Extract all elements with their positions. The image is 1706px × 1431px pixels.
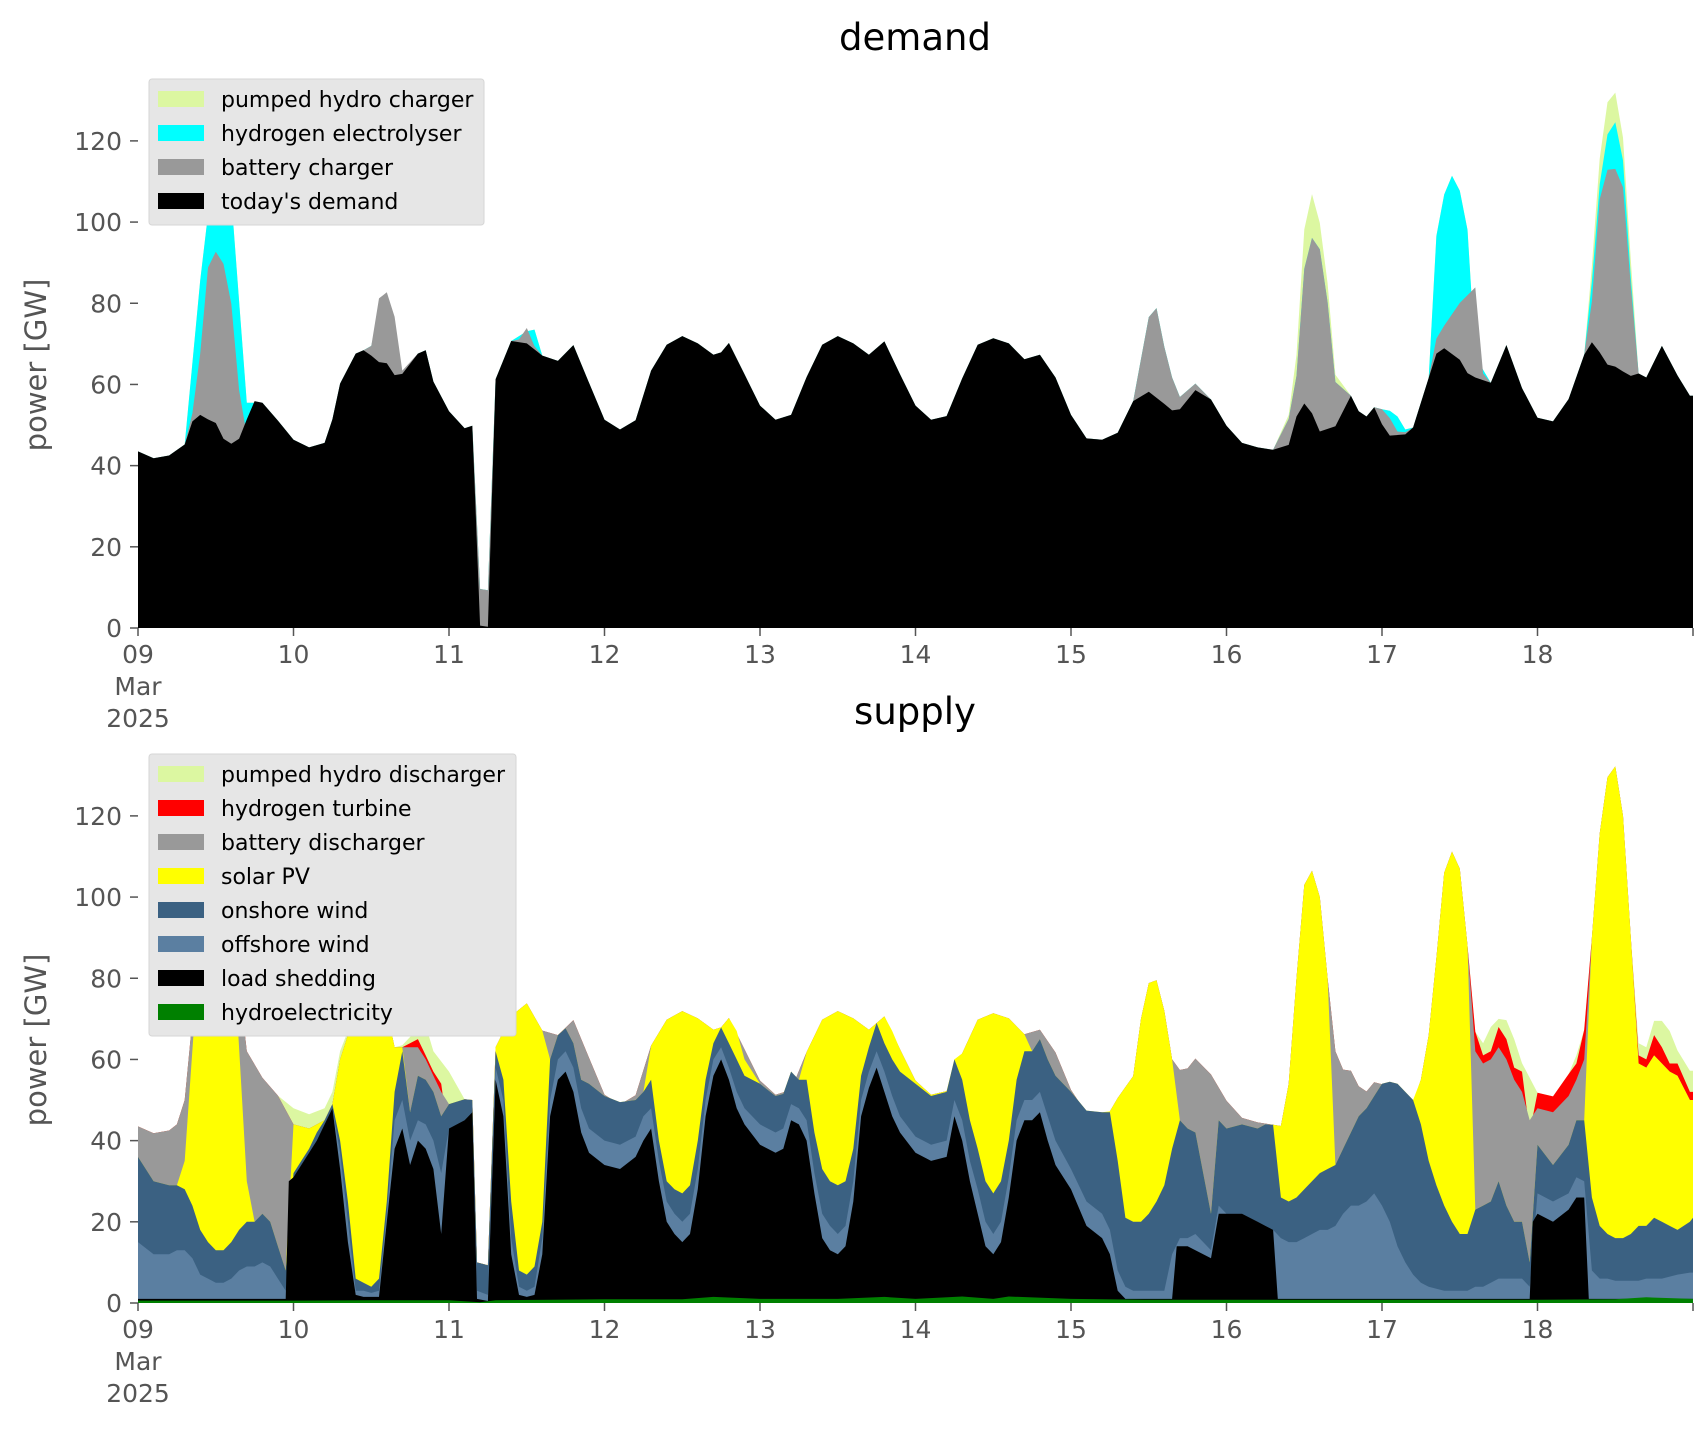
demand-legend-label-pumped-hydro-charger: pumped hydro charger bbox=[221, 88, 474, 113]
supply-xtick-label: 11 bbox=[433, 1315, 465, 1344]
demand-xtick-label: 12 bbox=[589, 640, 621, 669]
supply-legend-box bbox=[148, 753, 517, 1037]
supply-legend-label-offshore-wind: offshore wind bbox=[221, 933, 370, 958]
demand-axes: 0 20 40 60 80 100 120 09 Mar 2025 10 11 12 13 14 15 16 17… bbox=[74, 127, 1694, 733]
supply-legend-item-onshore-wind: onshore wind bbox=[158, 899, 368, 924]
demand-legend-swatch-pumped-hydro-charger bbox=[158, 91, 204, 107]
demand-legend-swatch-today-s-demand bbox=[158, 193, 204, 209]
supply-xtick-label: 18 bbox=[1522, 1315, 1554, 1344]
supply-area-load-shedding bbox=[138, 1059, 1693, 1303]
supply-legend-item-pumped-hydro-discharger: pumped hydro discharger bbox=[158, 763, 506, 788]
demand-ytick-label: 100 bbox=[74, 208, 122, 237]
demand-xtick-label: 09 Mar 2025 bbox=[106, 640, 170, 733]
demand-xtick-label: 16 bbox=[1211, 640, 1243, 669]
supply-legend-item-hydrogen-turbine: hydrogen turbine bbox=[158, 797, 412, 822]
demand-legend-swatch-hydrogen-electrolyser bbox=[158, 125, 204, 141]
supply-ytick-label: 60 bbox=[90, 1045, 122, 1074]
supply-legend-swatch-onshore-wind bbox=[158, 902, 204, 918]
demand-xtick-label: 18 bbox=[1522, 640, 1554, 669]
supply-legend: pumped hydro discharger hydrogen turbine b… bbox=[148, 753, 517, 1037]
demand-legend-label-battery-charger: battery charger bbox=[221, 156, 394, 181]
demand-legend: pumped hydro charger hydrogen electrolyse… bbox=[148, 78, 485, 226]
supply-chart: supply power [GW] 0 20 40 60 80 100 120 09 Mar 20… bbox=[19, 690, 1694, 1408]
supply-legend-item-solar-pv: solar PV bbox=[158, 865, 310, 890]
supply-xtick-label: 13 bbox=[744, 1315, 776, 1344]
supply-xtick-label: 09 Mar 2025 bbox=[106, 1315, 170, 1408]
supply-area-solar-pv bbox=[138, 766, 1693, 1303]
demand-legend-label-today-s-demand: today's demand bbox=[221, 190, 398, 215]
supply-legend-label-hydrogen-turbine: hydrogen turbine bbox=[221, 797, 412, 822]
demand-xtick-label: 10 bbox=[278, 640, 310, 669]
supply-legend-swatch-solar-pv bbox=[158, 868, 204, 884]
supply-ytick-label: 40 bbox=[90, 1127, 122, 1156]
supply-legend-item-load-shedding: load shedding bbox=[158, 967, 376, 992]
supply-ytick-label: 80 bbox=[90, 964, 122, 993]
supply-area-layers bbox=[138, 766, 1693, 1303]
demand-xtick-label: 14 bbox=[900, 640, 932, 669]
supply-xtick-label: 15 bbox=[1055, 1315, 1087, 1344]
demand-ytick-label: 40 bbox=[90, 452, 122, 481]
supply-legend-label-battery-discharger: battery discharger bbox=[221, 831, 426, 856]
supply-legend-item-offshore-wind: offshore wind bbox=[158, 933, 370, 958]
demand-chart: demand power [GW] 0 20 40 60 80 100 120 09 Mar 20… bbox=[19, 16, 1694, 733]
supply-legend-swatch-battery-discharger bbox=[158, 834, 204, 850]
supply-legend-swatch-load-shedding bbox=[158, 970, 204, 986]
supply-legend-swatch-hydroelectricity bbox=[158, 1004, 204, 1020]
supply-legend-label-solar-pv: solar PV bbox=[221, 865, 310, 890]
supply-xtick-label: 10 bbox=[278, 1315, 310, 1344]
supply-ytick-label: 100 bbox=[74, 883, 122, 912]
demand-ytick-label: 120 bbox=[74, 127, 122, 156]
supply-legend-swatch-pumped-hydro-discharger bbox=[158, 766, 204, 782]
supply-ytick-label: 0 bbox=[106, 1289, 122, 1318]
demand-area-layers bbox=[138, 92, 1693, 629]
demand-ytick-label: 80 bbox=[90, 289, 122, 318]
demand-ytick-label: 20 bbox=[90, 533, 122, 562]
supply-xtick-label: 12 bbox=[589, 1315, 621, 1344]
supply-legend-label-onshore-wind: onshore wind bbox=[221, 899, 368, 924]
demand-legend-item-today-s-demand: today's demand bbox=[158, 190, 398, 215]
demand-legend-label-hydrogen-electrolyser: hydrogen electrolyser bbox=[221, 122, 462, 147]
demand-xtick-label: 13 bbox=[744, 640, 776, 669]
supply-ytick-label: 120 bbox=[74, 802, 122, 831]
supply-legend-item-hydroelectricity: hydroelectricity bbox=[158, 1001, 393, 1026]
supply-chart-title: supply bbox=[854, 690, 976, 733]
demand-area-today-s-demand bbox=[138, 336, 1693, 628]
supply-xtick-label: 17 bbox=[1366, 1315, 1398, 1344]
supply-y-axis-label: power [GW] bbox=[19, 954, 53, 1127]
demand-legend-item-hydrogen-electrolyser: hydrogen electrolyser bbox=[158, 122, 462, 147]
demand-xtick-label: 17 bbox=[1366, 640, 1398, 669]
demand-xtick-label: 15 bbox=[1055, 640, 1087, 669]
supply-legend-swatch-hydrogen-turbine bbox=[158, 800, 204, 816]
supply-ytick-label: 20 bbox=[90, 1208, 122, 1237]
demand-legend-item-battery-charger: battery charger bbox=[158, 156, 394, 181]
supply-xtick-label: 14 bbox=[900, 1315, 932, 1344]
supply-legend-label-hydroelectricity: hydroelectricity bbox=[221, 1001, 393, 1026]
supply-legend-label-load-shedding: load shedding bbox=[221, 967, 376, 992]
demand-legend-item-pumped-hydro-charger: pumped hydro charger bbox=[158, 88, 474, 113]
supply-legend-item-battery-discharger: battery discharger bbox=[158, 831, 426, 856]
demand-ytick-label: 0 bbox=[106, 614, 122, 643]
supply-legend-swatch-offshore-wind bbox=[158, 936, 204, 952]
demand-legend-box bbox=[148, 78, 485, 226]
demand-ytick-label: 60 bbox=[90, 370, 122, 399]
supply-axes: 0 20 40 60 80 100 120 09 Mar 2025 10 11 12 13 14 15 16 17… bbox=[74, 802, 1694, 1408]
demand-chart-title: demand bbox=[839, 16, 991, 59]
demand-legend-swatch-battery-charger bbox=[158, 159, 204, 175]
demand-y-axis-label: power [GW] bbox=[19, 279, 53, 452]
supply-area-hydroelectricity bbox=[138, 1296, 1693, 1303]
demand-xtick-label: 11 bbox=[433, 640, 465, 669]
supply-legend-label-pumped-hydro-discharger: pumped hydro discharger bbox=[221, 763, 506, 788]
supply-xtick-label: 16 bbox=[1211, 1315, 1243, 1344]
